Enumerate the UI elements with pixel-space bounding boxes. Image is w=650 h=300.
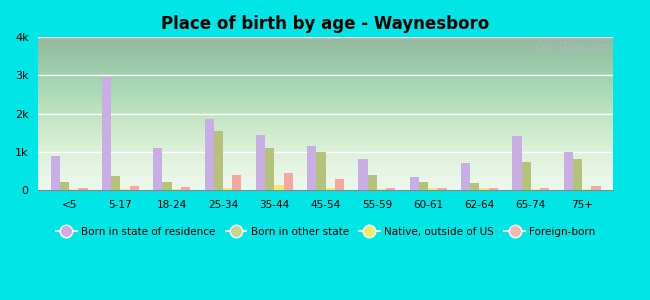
- Bar: [283, 173, 292, 190]
- Bar: [162, 182, 172, 190]
- Bar: [326, 188, 335, 190]
- Bar: [419, 182, 428, 190]
- Bar: [480, 188, 489, 190]
- Bar: [172, 189, 181, 190]
- Bar: [582, 189, 592, 190]
- Bar: [437, 188, 447, 190]
- Bar: [335, 179, 344, 190]
- Bar: [223, 188, 232, 190]
- Bar: [102, 77, 111, 190]
- Bar: [69, 189, 79, 190]
- Bar: [377, 189, 386, 190]
- Legend: Born in state of residence, Born in other state, Native, outside of US, Foreign-: Born in state of residence, Born in othe…: [51, 223, 600, 241]
- Bar: [489, 188, 498, 190]
- Bar: [51, 156, 60, 190]
- Bar: [307, 146, 317, 190]
- Bar: [461, 163, 470, 190]
- Bar: [181, 187, 190, 190]
- Bar: [512, 136, 521, 190]
- Bar: [153, 148, 162, 190]
- Bar: [368, 176, 377, 190]
- Bar: [60, 182, 69, 190]
- Bar: [564, 152, 573, 190]
- Bar: [317, 152, 326, 190]
- Bar: [214, 131, 223, 190]
- Bar: [129, 186, 139, 190]
- Bar: [386, 188, 395, 190]
- Bar: [540, 188, 549, 190]
- Bar: [470, 183, 480, 190]
- Bar: [205, 119, 214, 190]
- Title: Place of birth by age - Waynesboro: Place of birth by age - Waynesboro: [161, 15, 489, 33]
- Bar: [531, 189, 540, 190]
- Bar: [120, 189, 129, 190]
- Bar: [79, 188, 88, 190]
- Bar: [521, 162, 531, 190]
- Bar: [410, 176, 419, 190]
- Bar: [573, 159, 582, 190]
- Bar: [358, 159, 368, 190]
- Text: City-Data.com: City-Data.com: [536, 42, 610, 52]
- Bar: [265, 148, 274, 190]
- Bar: [111, 176, 120, 190]
- Bar: [274, 185, 283, 190]
- Bar: [232, 176, 241, 190]
- Bar: [256, 135, 265, 190]
- Bar: [592, 186, 601, 190]
- Bar: [428, 188, 437, 190]
